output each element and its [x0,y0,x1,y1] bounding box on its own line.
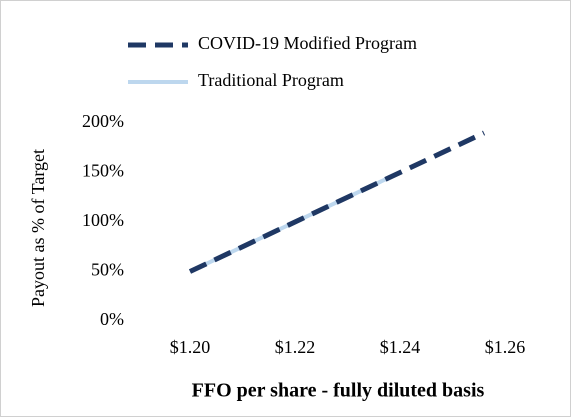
legend-label: Traditional Program [198,70,344,90]
series-line [188,130,486,274]
y-axis-label: Payout as % of Target [28,149,48,307]
legend-label: COVID-19 Modified Program [198,33,417,53]
y-tick-label: 200% [82,111,124,131]
x-tick-label: $1.22 [275,337,316,357]
x-tick-label: $1.26 [485,337,526,357]
y-tick-label: 150% [82,161,124,181]
y-tick-label: 100% [82,210,124,230]
x-tick-label: $1.24 [380,337,421,357]
y-tick-label: 0% [100,309,124,329]
x-tick-label: $1.20 [170,337,211,357]
y-tick-label: 50% [91,260,124,280]
x-axis-label: FFO per share - fully diluted basis [192,380,485,402]
